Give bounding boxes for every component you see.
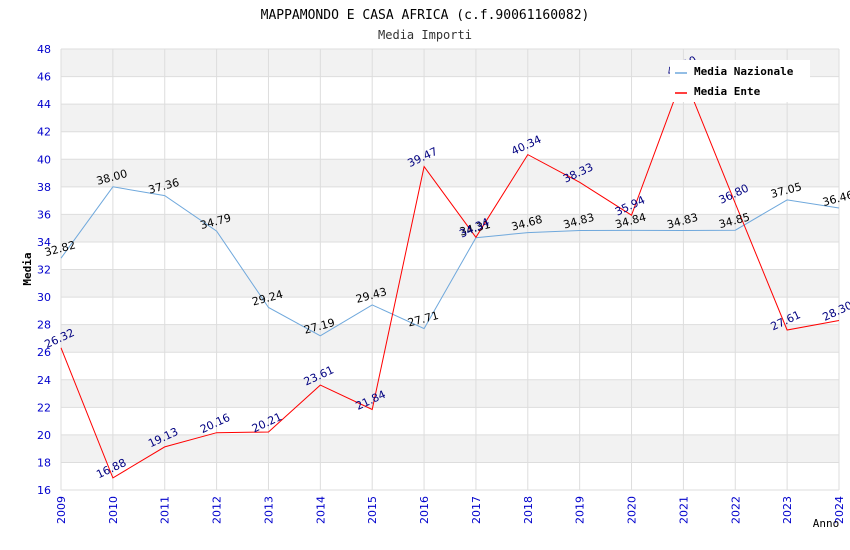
legend-label-media-ente: Media Ente	[694, 85, 761, 98]
grid-bands	[61, 49, 839, 463]
grid-lines	[60, 48, 840, 491]
x-tick-label: 2012	[211, 496, 224, 524]
x-tick-label: 2019	[574, 496, 587, 524]
x-tick-label: 2009	[55, 496, 68, 524]
y-tick-label: 32	[37, 264, 51, 277]
chart-subtitle: Media Importi	[378, 28, 472, 42]
x-tick-label: 2022	[729, 496, 742, 524]
x-tick-label: 2024	[833, 496, 846, 524]
y-tick-label: 46	[37, 71, 51, 84]
x-axis-label: Anno	[813, 517, 840, 530]
grid-band	[61, 159, 839, 187]
chart-title: MAPPAMONDO E CASA AFRICA (c.f.9006116008…	[261, 8, 590, 23]
y-tick-label: 34	[37, 236, 51, 249]
y-tick-label: 30	[37, 291, 51, 304]
y-tick-label: 44	[37, 98, 51, 111]
y-axis-label: Media	[21, 252, 34, 285]
x-tick-label: 2014	[314, 496, 327, 524]
y-axis-ticks: 16 18 20 22 24 26 28 30 32 34 36 38 40 42 44 46 48	[37, 43, 51, 497]
y-tick-label: 22	[37, 401, 51, 414]
y-tick-label: 18	[37, 456, 51, 469]
x-tick-label: 2010	[107, 496, 120, 524]
x-tick-label: 2016	[418, 496, 431, 524]
series-line-media-ente	[60, 73, 840, 479]
grid-band	[61, 214, 839, 242]
grid-band	[61, 324, 839, 353]
x-tick-label: 2020	[626, 496, 639, 524]
y-tick-label: 20	[37, 429, 51, 442]
grid-band	[61, 434, 839, 463]
y-tick-label: 24	[37, 374, 51, 387]
x-tick-label: 2015	[366, 496, 379, 524]
x-axis-ticks: 2009 2010 2011 2012 2013 2014 2015 2016 2017 2018…	[55, 496, 846, 524]
y-tick-label: 38	[37, 181, 51, 194]
x-tick-label: 2021	[677, 496, 690, 524]
data-label: 28.30	[820, 299, 850, 324]
x-tick-label: 2013	[262, 496, 275, 524]
y-tick-label: 26	[37, 346, 51, 359]
y-tick-label: 36	[37, 208, 51, 221]
legend: Media Nazionale Media Ente	[670, 60, 810, 102]
series-lines	[60, 73, 840, 479]
legend-label-media-nazionale: Media Nazionale	[694, 65, 794, 78]
y-tick-label: 48	[37, 43, 51, 56]
x-tick-label: 2023	[781, 496, 794, 524]
y-tick-label: 42	[37, 126, 51, 139]
series-line-media-nazionale	[60, 186, 840, 337]
y-tick-label: 40	[37, 153, 51, 166]
grid-band	[61, 379, 839, 408]
data-label: 36.46	[821, 188, 850, 209]
y-tick-label: 28	[37, 319, 51, 332]
legend-box	[670, 60, 810, 102]
grid-band	[61, 104, 839, 132]
x-tick-label: 2017	[470, 496, 483, 524]
x-tick-label: 2018	[522, 496, 535, 524]
y-tick-label: 16	[37, 484, 51, 497]
data-label: 40.34	[509, 133, 543, 158]
x-tick-label: 2011	[159, 496, 172, 524]
